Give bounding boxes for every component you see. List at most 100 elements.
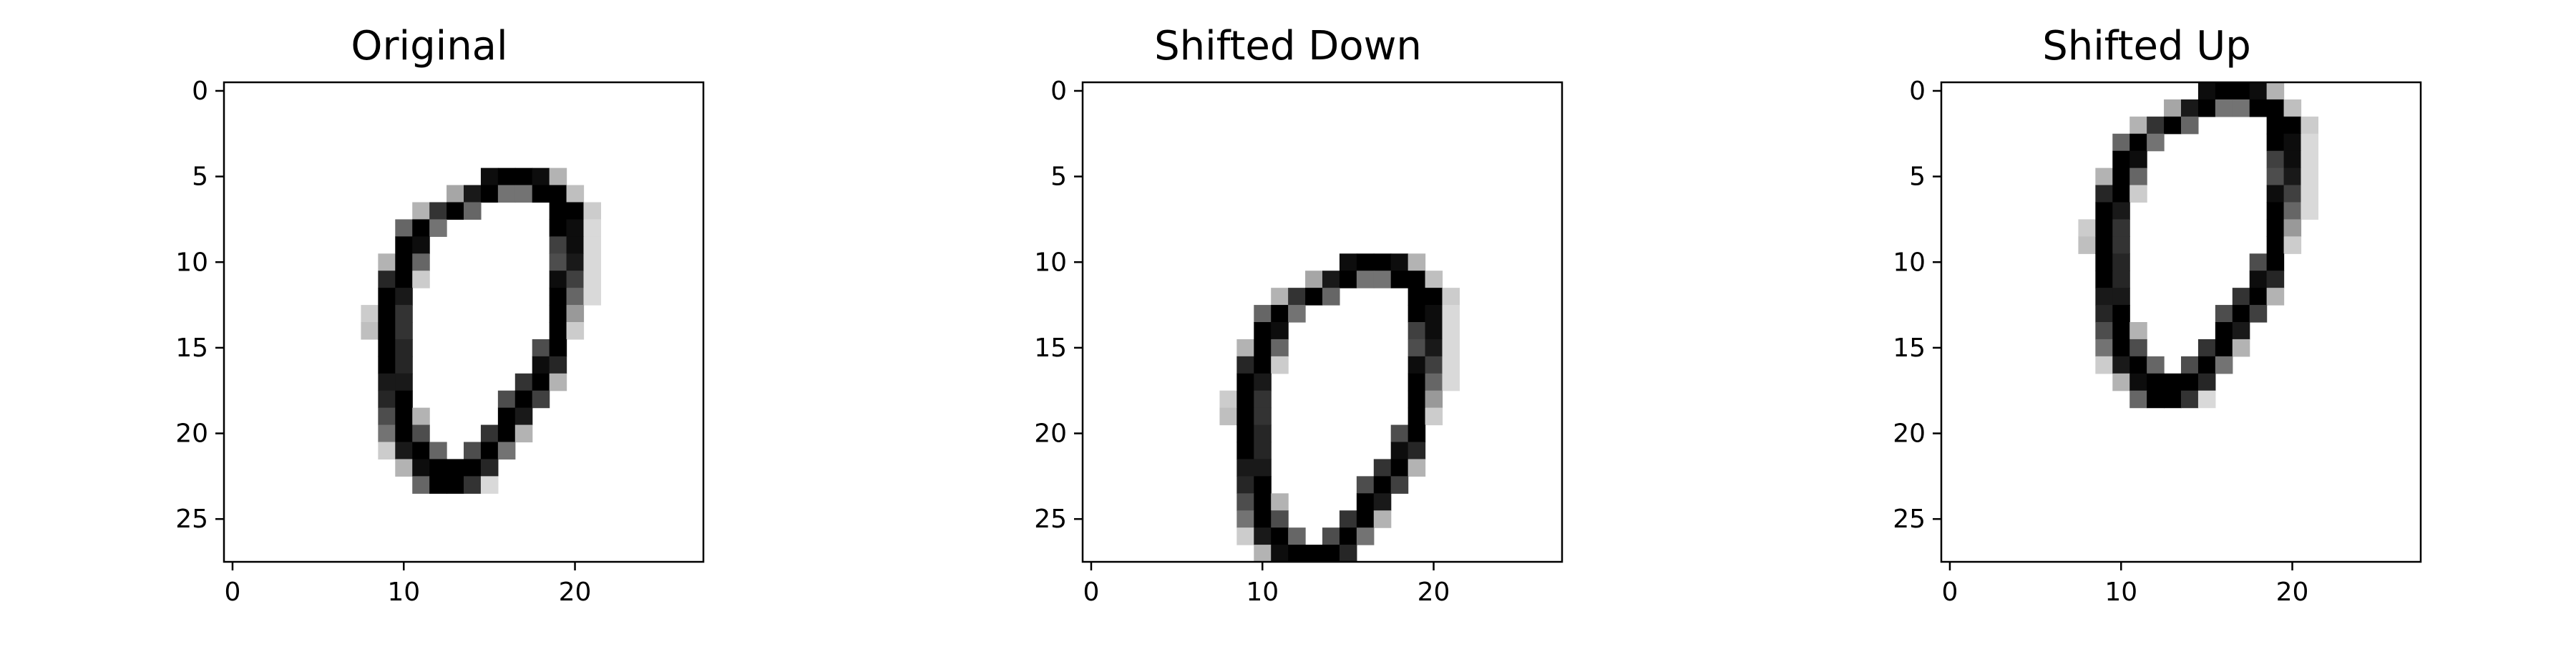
pixel [1236,356,1254,374]
pixel [2249,82,2268,100]
pixel [464,202,482,220]
y-tick-label: 25 [1893,505,1926,534]
pixel [1271,305,1289,323]
pixel [2215,99,2233,117]
image-plot-shifted-up: 0 5 10 15 20 25 0 10 20 [1893,77,2422,607]
pixel [395,390,413,409]
pixel [1390,424,1409,443]
pixel [549,373,567,391]
pixel [2095,202,2113,220]
pixel [1407,373,1426,391]
pixel [378,356,396,374]
pixel [2266,202,2285,220]
pixel [2215,322,2233,340]
pixel [2283,133,2302,152]
pixel [514,185,533,203]
pixel [2129,185,2147,203]
pixel [395,407,413,426]
x-tick-label: 0 [1942,578,1958,607]
pixel [2164,99,2182,117]
pixel [2283,236,2302,254]
pixel [2112,133,2130,152]
pixel [1219,407,1237,426]
pixel [497,390,516,409]
pixel [1254,545,1272,563]
pixel [2112,322,2130,340]
x-tick-label: 10 [1246,578,1279,607]
pixel [2266,116,2285,135]
pixel [1407,305,1426,323]
pixel [549,339,567,357]
pixel [566,219,585,237]
pixel [497,407,516,426]
y-tick-label: 10 [1893,248,1926,277]
pixel [2112,202,2130,220]
pixel [2266,236,2285,254]
pixel [395,459,413,477]
pixel [1322,527,1340,545]
pixel [2215,356,2233,374]
pixel [583,253,602,271]
pixel [2266,150,2285,169]
pixel [2095,236,2113,254]
pixel [2215,339,2233,357]
pixel [2112,288,2130,306]
pixel [1254,356,1272,374]
pixel [2181,356,2199,374]
pixel [2095,219,2113,237]
pixel [2249,305,2268,323]
pixel [2197,390,2216,409]
pixel [1254,407,1272,426]
pixel [2181,99,2199,117]
pixel [1356,510,1375,528]
pixel [2266,133,2285,152]
pixel [480,185,499,203]
pixel [566,288,585,306]
pixel [1254,442,1272,460]
pixel [1236,527,1254,545]
pixel [583,288,602,306]
pixel [412,202,430,220]
pixel [1288,545,1306,563]
pixel [1442,322,1460,340]
pixel [378,253,396,271]
pixel [2095,356,2113,374]
axes-frame [1081,81,1563,563]
axes-frame [223,81,705,563]
x-tick-label: 10 [387,578,420,607]
pixel-grid [2078,82,2319,409]
pixel [2283,185,2302,203]
pixel [1236,476,1254,494]
pixel [1271,356,1289,374]
pixel [549,305,567,323]
pixel [549,322,567,340]
pixel [2095,339,2113,357]
pixel [2301,202,2319,220]
pixel [1407,339,1426,357]
pixel [1339,271,1357,288]
y-tick-label: 0 [192,77,208,106]
pixel [2095,185,2113,203]
pixel [378,390,396,409]
pixel [497,424,516,443]
pixel [1254,476,1272,494]
panel-shifted-up: Shifted Up 0 5 10 15 20 25 0 10 20 [1717,0,2576,644]
pixel [2283,202,2302,220]
pixel [2112,167,2130,186]
pixel [395,253,413,271]
pixel [2181,390,2199,409]
pixel [2249,253,2268,271]
pixel [2164,390,2182,409]
pixel [532,339,550,357]
panel-shifted-down: Shifted Down 0 5 10 15 20 25 0 10 20 [859,0,1717,644]
pixel [1236,459,1254,477]
pixel [2301,185,2319,203]
pixel [1322,545,1340,563]
pixel [480,442,499,460]
x-tick-label: 0 [1083,578,1100,607]
pixel [395,322,413,340]
pixel [2215,82,2233,100]
pixel [2266,271,2285,288]
pixel [1254,459,1272,477]
pixel [2283,219,2302,237]
